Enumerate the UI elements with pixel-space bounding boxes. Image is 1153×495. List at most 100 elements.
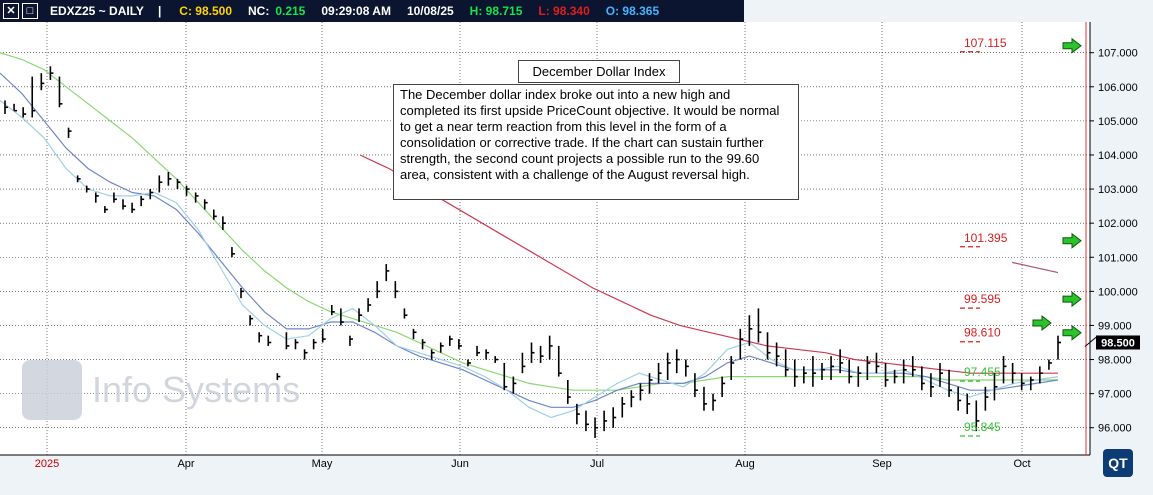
ohlc-bar bbox=[930, 373, 934, 398]
price-target: 97.455 bbox=[960, 365, 1001, 382]
ohlc-bar bbox=[648, 373, 653, 394]
ohlc-bar bbox=[403, 308, 408, 319]
ohlc-bar bbox=[303, 349, 308, 360]
ohlc-bar bbox=[630, 390, 635, 408]
ohlc-bar bbox=[176, 178, 181, 190]
ohlc-bar bbox=[294, 339, 299, 350]
ohlc-bar bbox=[603, 410, 608, 432]
breakout-arrow-icon bbox=[1032, 314, 1052, 332]
ohlc-bar bbox=[984, 386, 989, 411]
separator: | bbox=[157, 4, 162, 18]
price-target: 107.115 bbox=[960, 36, 1082, 54]
ohlc-bar bbox=[530, 342, 535, 363]
ohlc-bar bbox=[902, 359, 907, 384]
ohlc-bar bbox=[412, 328, 417, 340]
ohlc-bar bbox=[866, 356, 871, 380]
ohlc-bar bbox=[639, 383, 644, 401]
ohlc-bar bbox=[675, 349, 680, 374]
annotation-title: December Dollar Index bbox=[518, 60, 680, 83]
ohlc-bar bbox=[1029, 376, 1034, 391]
x-tick-label: Oct bbox=[1013, 458, 1030, 470]
close-icon[interactable]: ✕ bbox=[3, 3, 19, 19]
open-price: O: 98.365 bbox=[605, 4, 660, 18]
last-price-leader bbox=[1084, 336, 1098, 347]
high-price: H: 98.715 bbox=[469, 4, 523, 18]
target-arrow-icon bbox=[1062, 37, 1082, 54]
ohlc-bar bbox=[657, 362, 662, 384]
ohlc-bar bbox=[394, 281, 399, 299]
ohlc-bar bbox=[730, 356, 735, 380]
ohlc-bar bbox=[285, 332, 290, 350]
quote-time: 09:29:08 AM bbox=[321, 4, 391, 18]
symbol-label: EDXZ25 ~ DAILY bbox=[50, 4, 144, 18]
ohlc-bar bbox=[830, 356, 835, 380]
ohlc-bar bbox=[921, 366, 925, 391]
x-tick-label: Jul bbox=[590, 458, 604, 470]
ohlc-bar bbox=[4, 100, 8, 115]
ohlc-bar bbox=[612, 407, 617, 428]
ohlc-bar bbox=[1039, 366, 1043, 384]
ohlc-bar bbox=[784, 349, 789, 377]
ohlc-bar bbox=[703, 386, 707, 411]
ohlc-bar bbox=[122, 199, 127, 210]
x-tick-label: Jun bbox=[451, 458, 469, 470]
ohlc-bar bbox=[94, 192, 99, 203]
ohlc-bar bbox=[430, 349, 435, 360]
ohlc-bar bbox=[503, 362, 508, 391]
ohlc-bar bbox=[449, 335, 453, 346]
logo-badge-icon[interactable]: QT bbox=[1103, 449, 1133, 477]
ohlc-bar bbox=[512, 376, 517, 394]
ohlc-bar bbox=[140, 195, 145, 207]
ohlc-bar bbox=[258, 332, 263, 343]
ohlc-bar bbox=[349, 335, 353, 346]
ohlc-bar bbox=[494, 356, 499, 363]
ohlc-bar bbox=[240, 287, 245, 299]
ohlc-bar bbox=[376, 281, 381, 299]
ohlc-bar bbox=[793, 359, 798, 387]
ohlc-bar bbox=[812, 356, 816, 387]
target-label: 97.455 bbox=[964, 365, 1001, 379]
ohlc-bar bbox=[476, 345, 481, 357]
ohlc-bar bbox=[31, 76, 36, 118]
annotation-body: The December dollar index broke out into… bbox=[393, 84, 799, 200]
ohlc-bar bbox=[857, 366, 862, 387]
ohlc-bar bbox=[231, 247, 235, 258]
target-label: 101.395 bbox=[964, 231, 1008, 245]
ohlc-bar bbox=[367, 298, 372, 312]
y-tick-label: 100.000 bbox=[1098, 286, 1138, 298]
ohlc-bar bbox=[1002, 356, 1007, 384]
ohlc-bar bbox=[58, 76, 63, 108]
ohlc-bar bbox=[893, 369, 898, 384]
y-tick-label: 99.000 bbox=[1098, 320, 1132, 332]
price-target: 101.395 bbox=[960, 231, 1082, 249]
ohlc-bar bbox=[1011, 362, 1016, 384]
ohlc-bar bbox=[340, 308, 344, 326]
ohlc-bar bbox=[567, 379, 571, 404]
restore-icon[interactable]: □ bbox=[22, 3, 38, 19]
ohlc-bar bbox=[875, 352, 880, 374]
x-tick-label: Aug bbox=[735, 458, 755, 470]
ohlc-bar bbox=[485, 349, 490, 360]
ohlc-bar bbox=[521, 352, 526, 374]
target-label: 95.845 bbox=[964, 420, 1001, 434]
ohlc-bar bbox=[421, 339, 426, 350]
quote-toolbar: ✕ □ EDXZ25 ~ DAILY | C: 98.500 NC: 0.215… bbox=[0, 0, 744, 22]
ohlc-bar bbox=[748, 315, 753, 346]
y-tick-label: 107.000 bbox=[1098, 48, 1138, 60]
last-price-label: 98.500 bbox=[1101, 337, 1135, 349]
ohlc-bar bbox=[621, 397, 626, 418]
ohlc-bar bbox=[194, 192, 199, 203]
y-tick-label: 97.000 bbox=[1098, 389, 1132, 401]
ohlc-bar bbox=[821, 362, 825, 380]
ma-projection-line bbox=[1011, 261, 1059, 274]
net-change-value: 0.215 bbox=[275, 4, 306, 18]
ohlc-bar bbox=[104, 206, 108, 213]
target-label: 107.115 bbox=[964, 36, 1007, 50]
ohlc-bar bbox=[911, 356, 916, 377]
x-tick-label: May bbox=[312, 458, 333, 470]
ohlc-bar bbox=[276, 373, 281, 380]
watermark-logo-icon bbox=[22, 360, 82, 420]
ohlc-bar bbox=[358, 308, 363, 323]
price-target: 95.845 bbox=[960, 420, 1001, 437]
ohlc-bar bbox=[694, 373, 698, 398]
